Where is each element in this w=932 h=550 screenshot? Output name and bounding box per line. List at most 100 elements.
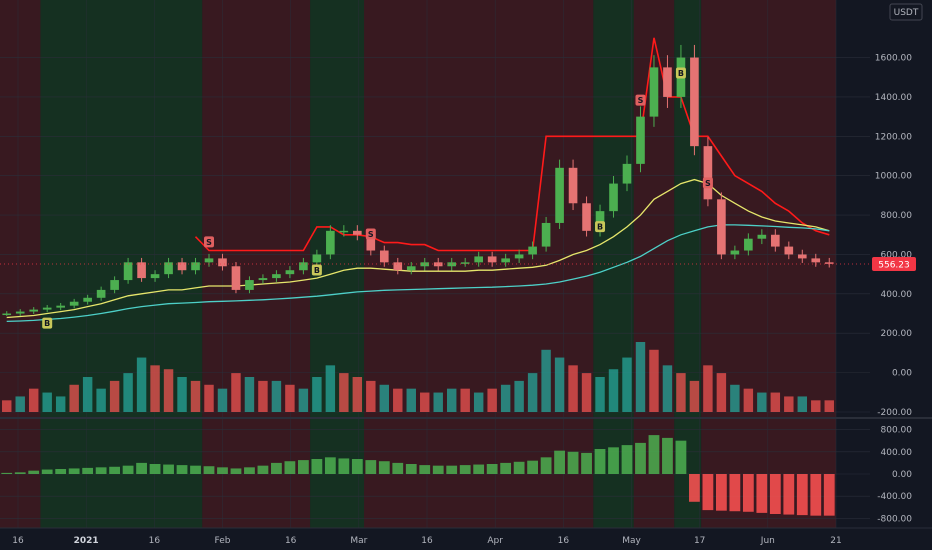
signal-marker bbox=[675, 67, 686, 79]
time-axis[interactable]: 16 2021 16 Feb 16 Mar 16 Apr 16 May 17 Jun 21 bbox=[12, 536, 841, 546]
oscillator-bar bbox=[554, 450, 565, 474]
candle-body bbox=[299, 262, 308, 271]
oscillator-bar bbox=[581, 452, 592, 474]
oscillator-bar bbox=[796, 474, 808, 516]
oscillator-bar bbox=[648, 435, 660, 474]
oscillator-bar bbox=[122, 465, 134, 474]
volume-bar bbox=[662, 365, 673, 412]
candle-body bbox=[218, 258, 227, 267]
volume-bar bbox=[298, 388, 309, 412]
time-tick-label: Mar bbox=[350, 536, 367, 546]
time-tick-label: 16 bbox=[285, 536, 297, 546]
candle-body bbox=[609, 183, 618, 212]
candle-body bbox=[326, 230, 335, 255]
candle-body bbox=[703, 146, 713, 200]
volume-bar bbox=[55, 396, 66, 412]
candle-body bbox=[123, 262, 133, 281]
last-price-value: 556.23 bbox=[878, 261, 910, 271]
oscillator-bar bbox=[271, 462, 282, 474]
volume-bar bbox=[379, 384, 390, 412]
volume-bar bbox=[473, 392, 484, 412]
oscillator-bar bbox=[608, 447, 619, 474]
signal-marker bbox=[365, 228, 376, 240]
volume-bar bbox=[757, 392, 767, 412]
oscillator-bar bbox=[284, 461, 296, 474]
candle-body bbox=[595, 211, 605, 231]
price-tick-label: 0.00 bbox=[892, 369, 912, 379]
oscillator-bar bbox=[527, 460, 539, 474]
volume-bar bbox=[730, 384, 740, 412]
candle-body bbox=[649, 67, 659, 117]
candle-body bbox=[379, 250, 389, 263]
volume-bar bbox=[770, 392, 781, 412]
candle-body bbox=[137, 262, 146, 279]
oscillator-bar bbox=[405, 464, 417, 474]
volume-bar bbox=[190, 380, 201, 412]
currency-badge[interactable] bbox=[889, 3, 923, 21]
candle-body bbox=[663, 67, 672, 97]
price-tick-label: 400.00 bbox=[881, 290, 913, 300]
candle-body bbox=[393, 262, 403, 271]
oscillator-bar bbox=[28, 470, 40, 474]
signal-marker bbox=[204, 236, 214, 248]
oscillator-bar bbox=[1, 472, 13, 474]
candle-body bbox=[824, 262, 834, 264]
oscillator-bar bbox=[297, 460, 309, 474]
volume-bar bbox=[420, 392, 430, 412]
signal-label: B bbox=[597, 223, 603, 232]
price-tick-label: 800.00 bbox=[881, 211, 913, 221]
volume-bar bbox=[393, 388, 403, 412]
volume-bar bbox=[42, 392, 52, 412]
oscillator-bar bbox=[230, 468, 242, 474]
candle-body bbox=[730, 250, 740, 255]
time-tick-label: 16 bbox=[12, 536, 24, 546]
candle-body bbox=[285, 270, 295, 275]
signal-label: B bbox=[44, 319, 50, 328]
oscillator-bar bbox=[500, 462, 512, 474]
candle-body bbox=[96, 289, 106, 298]
moving-average-layer bbox=[6, 37, 830, 323]
volume-bar bbox=[231, 373, 241, 412]
candle-body bbox=[29, 309, 39, 312]
oscillator-tick-label: -800.00 bbox=[877, 514, 912, 524]
signal-label: S bbox=[206, 238, 212, 247]
volume-bar bbox=[622, 357, 632, 412]
oscillator-bar bbox=[311, 459, 323, 474]
oscillator-tick-label: 800.00 bbox=[881, 426, 913, 436]
candle-body bbox=[42, 307, 52, 310]
candle-body bbox=[433, 262, 443, 267]
volume-bar bbox=[15, 396, 25, 412]
price-tick-label: 1400.00 bbox=[875, 93, 912, 103]
volume-bar bbox=[352, 377, 363, 412]
candle-body bbox=[231, 266, 241, 290]
price-axis[interactable]: 1600.00 1400.00 1200.00 1000.00 800.00 600.00… bbox=[875, 54, 912, 418]
candle-body bbox=[204, 258, 214, 263]
oscillator-bar bbox=[378, 461, 390, 474]
volume-bar bbox=[446, 388, 457, 412]
volume-bar bbox=[96, 388, 106, 412]
volume-bar bbox=[406, 388, 416, 412]
candle-body bbox=[622, 163, 632, 184]
candle-body bbox=[353, 230, 362, 235]
oscillator-bar bbox=[635, 442, 646, 474]
time-tick-label: Feb bbox=[215, 536, 231, 546]
price-tick-label: 600.00 bbox=[881, 250, 913, 260]
oscillator-axis[interactable]: 800.00 400.00 0.00 -400.00 -800.00 bbox=[877, 426, 912, 525]
oscillator-bar bbox=[513, 461, 525, 474]
oscillator-bar bbox=[149, 464, 161, 474]
oscillator-bar bbox=[203, 466, 215, 474]
volume-bar bbox=[743, 388, 754, 412]
oscillator-bar bbox=[473, 464, 485, 474]
candle-body bbox=[447, 262, 457, 267]
oscillator-bar bbox=[689, 474, 700, 502]
signal-marker bbox=[311, 264, 322, 276]
time-tick-label: 16 bbox=[421, 536, 433, 546]
oscillator-bar bbox=[95, 467, 107, 474]
oscillator-bar bbox=[715, 474, 727, 511]
volume-bar bbox=[28, 388, 39, 412]
oscillator-bar bbox=[244, 467, 255, 474]
volume-bar bbox=[244, 377, 255, 412]
volume-bar bbox=[703, 365, 713, 412]
oscillator-bar bbox=[82, 467, 94, 474]
